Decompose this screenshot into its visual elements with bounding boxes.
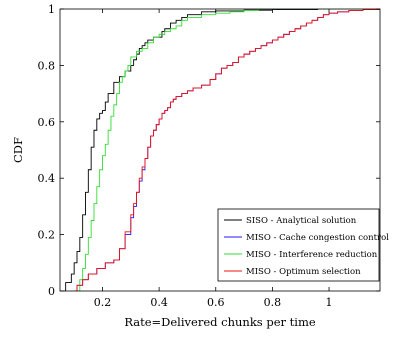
legend: SISO - Analytical solution MISO - Cache c…: [217, 208, 389, 282]
series-line-4: [74, 9, 380, 291]
series-line-1: [60, 9, 380, 291]
plot-frame: [59, 8, 381, 292]
x-tick-label: 0.6: [207, 296, 225, 309]
x-tick-label: 0.8: [264, 296, 282, 309]
y-tick-label: 0: [48, 285, 55, 298]
x-tick-label: 0.4: [150, 296, 168, 309]
y-tick-label: 0.4: [38, 172, 56, 185]
legend-box: [217, 208, 380, 282]
ticks-layer: 0.2 0.4 0.6 0.8 1 0 0.2 0.4 0.6 0.8 1: [38, 3, 380, 309]
legend-label-2: MISO - Cache congestion control: [246, 233, 389, 243]
y-tick-label: 0.8: [38, 59, 56, 72]
legend-label-4: MISO - Optimum selection: [246, 267, 361, 277]
legend-label-1: SISO - Analytical solution: [246, 216, 357, 226]
y-tick-label: 1: [48, 3, 55, 16]
y-tick-label: 0.6: [38, 116, 56, 129]
x-axis-label: Rate=Delivered chunks per time: [124, 315, 316, 329]
x-tick-label: 0.2: [94, 296, 112, 309]
series-line-3: [74, 9, 380, 291]
y-axis-label: CDF: [11, 137, 25, 163]
series-layer: [60, 9, 380, 291]
legend-label-3: MISO - Interference reduction: [246, 250, 378, 260]
y-tick-label: 0.2: [38, 229, 56, 242]
x-tick-label: 1: [326, 296, 333, 309]
